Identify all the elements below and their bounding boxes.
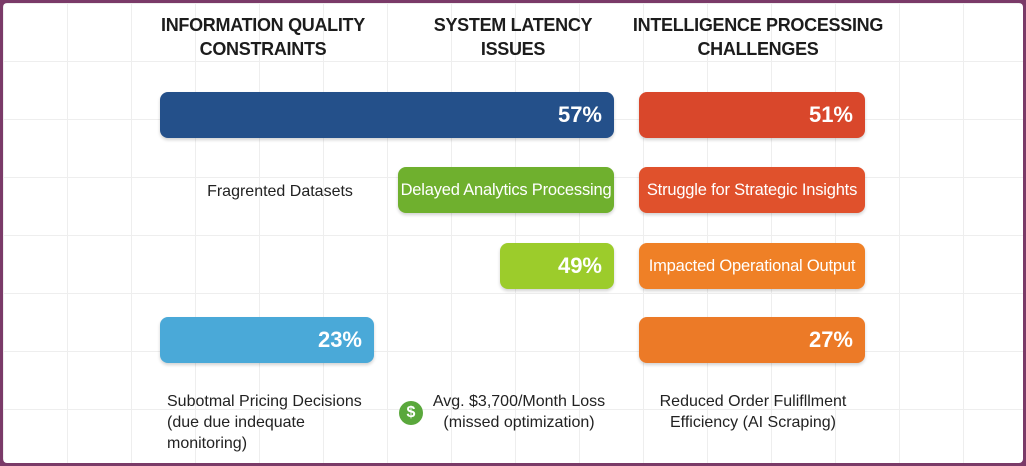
header-information-quality: INFORMATION QUALITY CONSTRAINTS — [123, 13, 403, 61]
bar-value-label: 27% — [808, 327, 853, 352]
monthly-loss-note: Avg. $3,700/Month Loss (missed optimizat… — [427, 391, 611, 433]
note-line: Subotmal Pricing Decisions — [167, 393, 362, 410]
pill-delayed-analytics: Delayed Analytics Processing — [398, 167, 614, 213]
header-line: CHALLENGES — [697, 39, 819, 59]
bar-57: 57% — [160, 92, 614, 138]
pill-label: Impacted Operational Output — [648, 256, 856, 275]
note-line: (due due indequate — [167, 414, 305, 431]
header-line: INTELLIGENCE PROCESSING — [632, 15, 884, 35]
note-line: Efficiency (AI Scraping) — [670, 414, 836, 431]
header-line: CONSTRAINTS — [199, 39, 327, 59]
order-fulfillment-note: Reduced Order Fulifllment Efficiency (AI… — [643, 391, 863, 433]
bar-27: 27% — [639, 317, 865, 363]
header-intelligence-processing: INTELLIGENCE PROCESSING CHALLENGES — [613, 13, 903, 61]
header-line: SYSTEM LATENCY — [433, 15, 593, 35]
chart-canvas: INFORMATION QUALITY CONSTRAINTS SYSTEM L… — [3, 3, 1023, 463]
header-line: INFORMATION QUALITY — [161, 15, 365, 35]
bar-51: 51% — [639, 92, 865, 138]
fragmented-datasets-label: Fragrented Datasets — [207, 183, 353, 200]
bar-value-label: 51% — [808, 102, 853, 127]
bar-23: 23% — [160, 317, 374, 363]
bar-49: 49% — [500, 243, 614, 289]
note-line: (missed optimization) — [443, 414, 595, 431]
pill-label: Delayed Analytics Processing — [400, 180, 612, 199]
header-system-latency: SYSTEM LATENCY ISSUES — [393, 13, 633, 61]
bar-value-label: 49% — [557, 253, 602, 278]
note-line: Reduced Order Fulifllment — [659, 393, 847, 410]
pill-operational-output: Impacted Operational Output — [639, 243, 865, 289]
note-line: monitoring) — [167, 435, 248, 452]
pill-strategic-insights: Struggle for Strategic Insights — [639, 167, 865, 213]
pricing-decisions-note: Subotmal Pricing Decisions (due due inde… — [167, 391, 397, 454]
dollar-icon: $ — [399, 401, 423, 425]
header-line: ISSUES — [480, 39, 546, 59]
bar-value-label: 23% — [317, 327, 362, 352]
note-line: Avg. $3,700/Month Loss — [432, 393, 606, 410]
dollar-glyph: $ — [406, 404, 416, 421]
pill-label: Struggle for Strategic Insights — [646, 180, 858, 199]
bar-value-label: 57% — [557, 102, 602, 127]
